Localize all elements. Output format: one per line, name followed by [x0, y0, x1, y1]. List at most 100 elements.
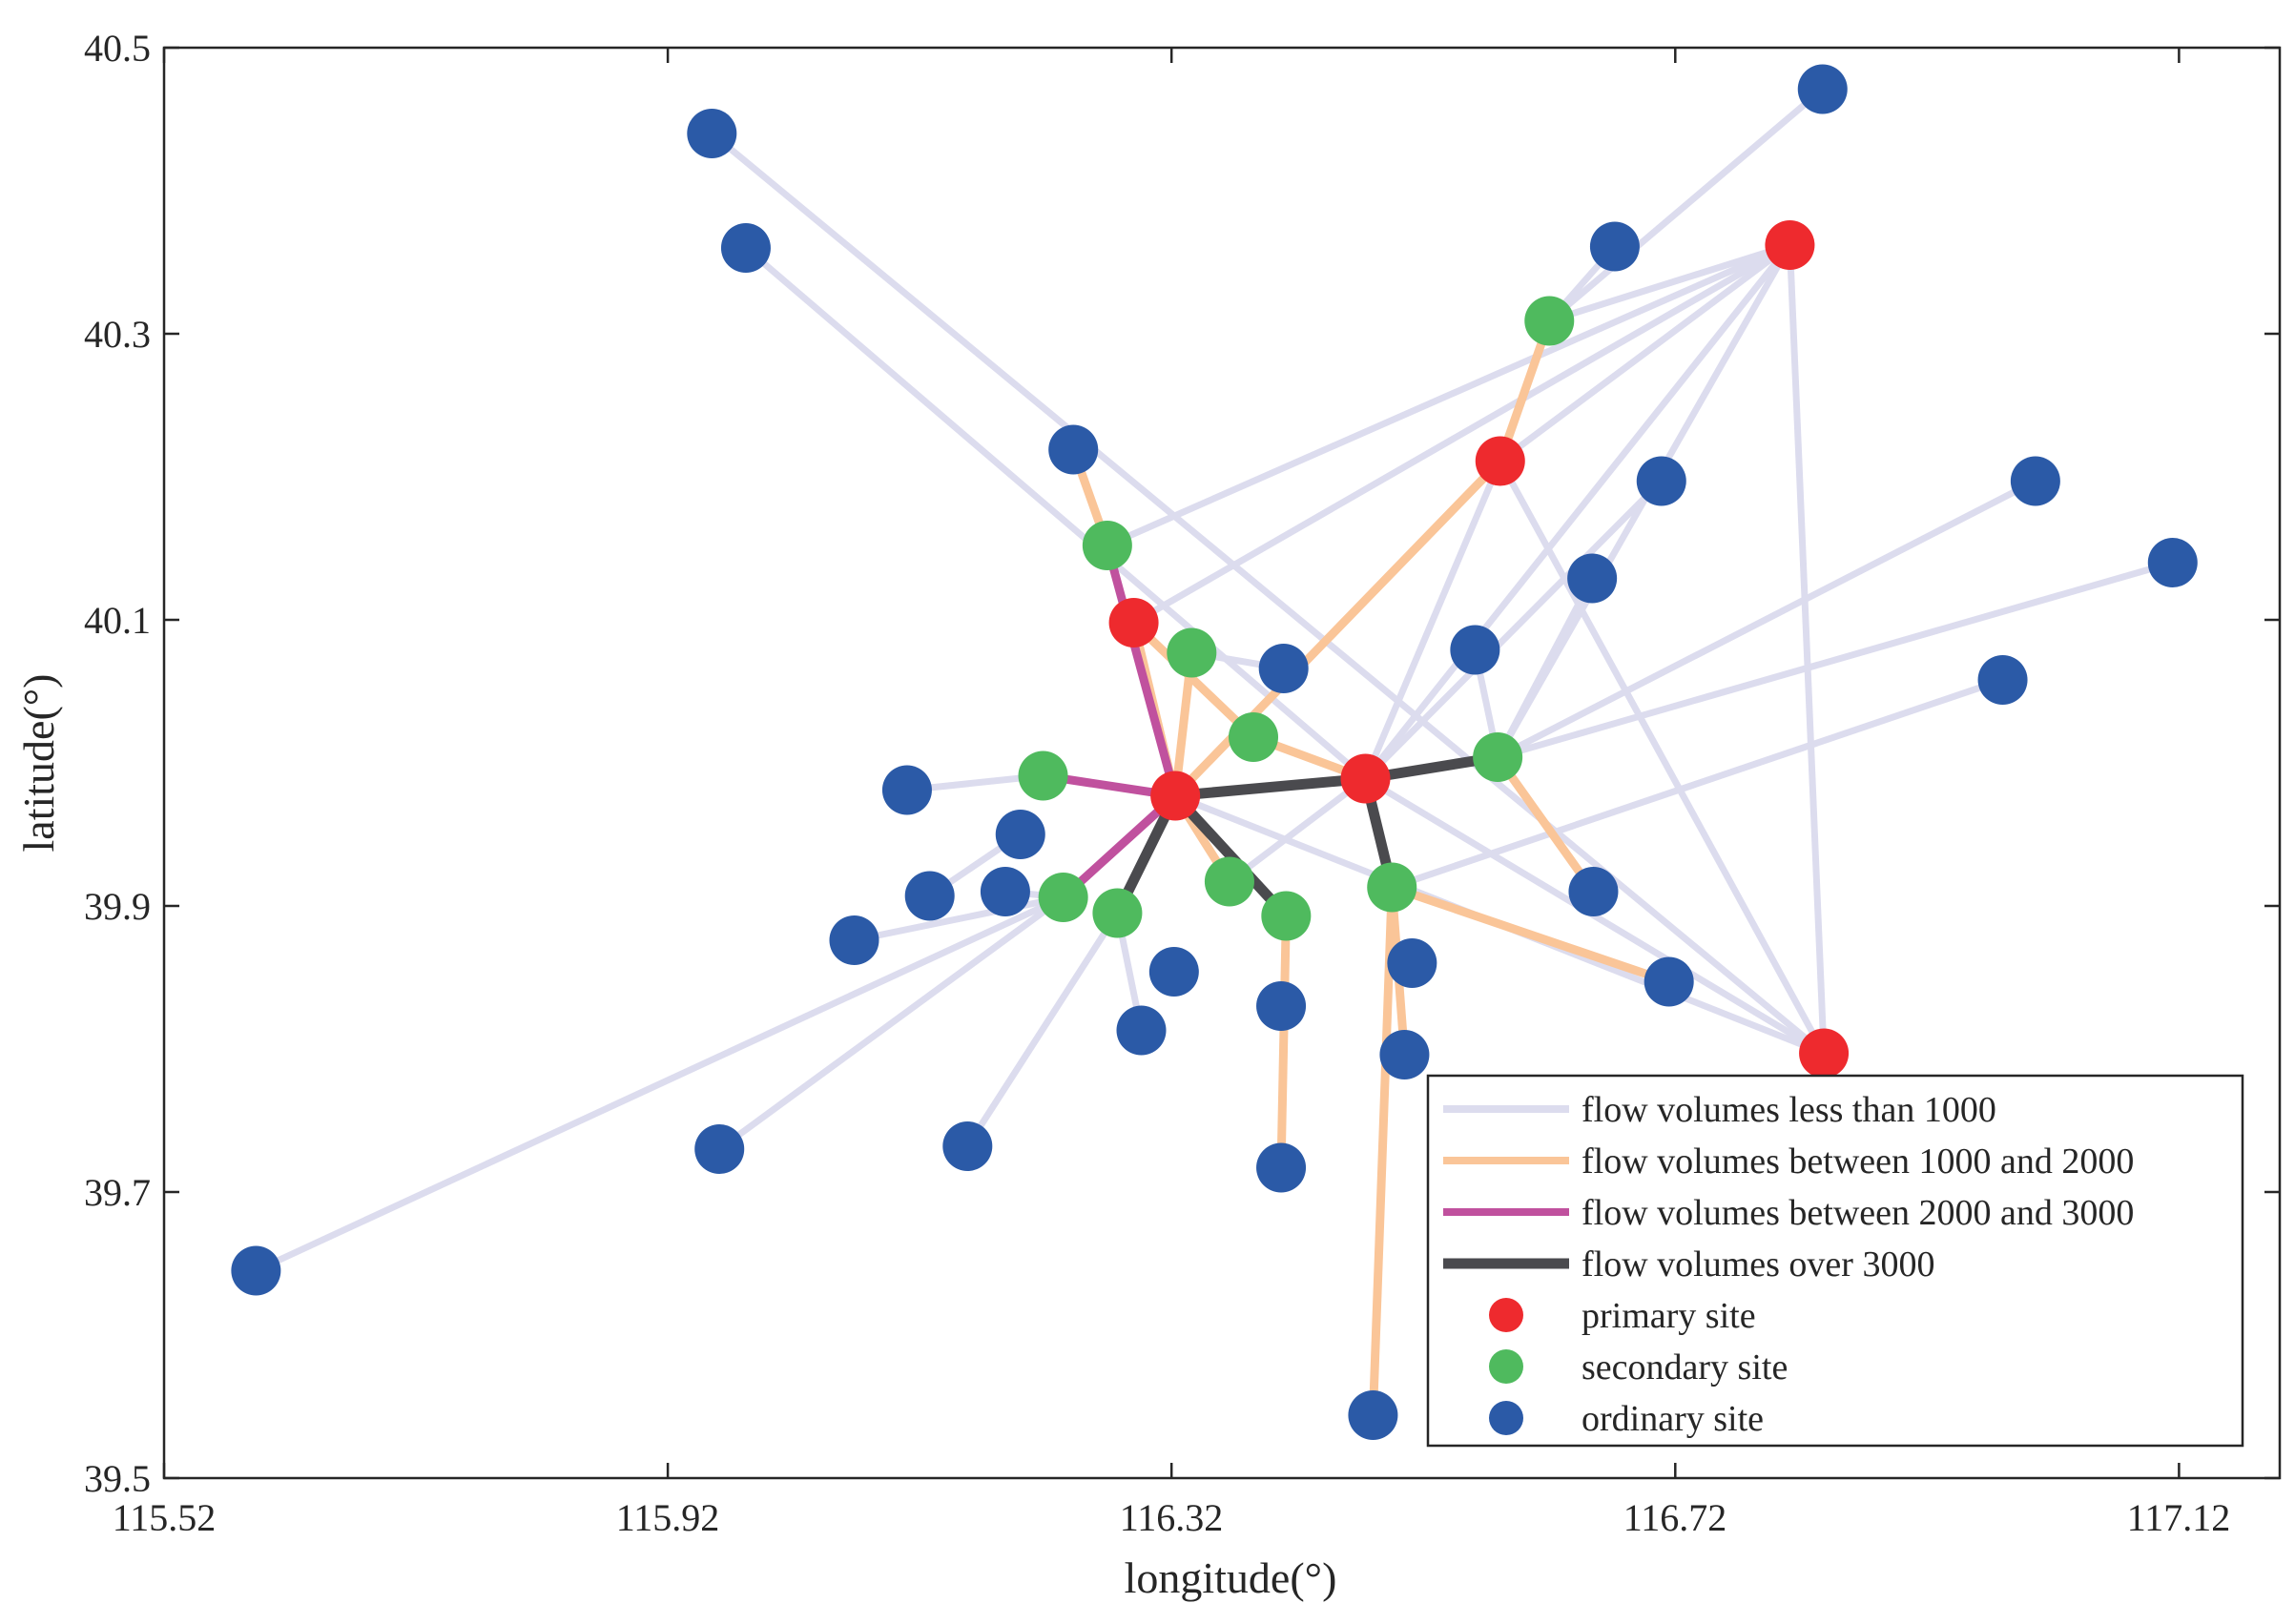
flow-link-c1: [1494, 575, 1596, 761]
legend-label: flow volumes less than 1000: [1582, 1090, 1996, 1130]
y-tick-label: 39.9: [84, 885, 151, 928]
ordinary-site: [1977, 655, 2028, 705]
plot-frame: [162, 46, 2282, 1480]
x-tick-label: 115.92: [616, 1496, 720, 1539]
sites: [231, 64, 2198, 1440]
legend: flow volumes less than 1000 flow volumes…: [1426, 1074, 2244, 1448]
x-tick-label: 115.52: [113, 1496, 217, 1539]
ordinary-site: [1348, 1390, 1398, 1440]
x-axis-label: longitude(°): [1125, 1553, 1337, 1602]
y-tick-label: 39.7: [84, 1171, 151, 1214]
x-tick-label: 116.32: [1120, 1496, 1224, 1539]
ordinary-site: [995, 810, 1045, 859]
flow-link-c1: [1362, 241, 1793, 782]
secondary-site: [1367, 862, 1417, 913]
secondary-site: [1018, 750, 1068, 801]
ordinary-site: [231, 1245, 281, 1296]
secondary-site: [1473, 732, 1523, 782]
flow-link-c1: [708, 130, 1828, 1057]
secondary-site: [1082, 521, 1132, 570]
flow-link-c3: [1103, 541, 1180, 800]
flow-link-c1: [1494, 559, 2177, 761]
flow-link-c1: [1545, 241, 1793, 324]
ordinary-site: [1589, 221, 1640, 272]
flow-link-c1: [1494, 478, 2039, 761]
ordinary-site: [1636, 456, 1686, 506]
y-tick-label: 40.1: [84, 599, 151, 642]
flow-link-c1: [1130, 241, 1793, 627]
axis-ticks: [162, 46, 2280, 1480]
ordinary-site: [1256, 1142, 1307, 1193]
flow-link-c2: [1276, 912, 1291, 1172]
legend-label: primary site: [1582, 1296, 1756, 1336]
flow-link-c3: [1059, 791, 1180, 902]
flow-link-c1: [1786, 241, 1828, 1057]
flow-link-c1: [850, 894, 1067, 944]
primary-site: [1340, 753, 1391, 804]
y-tick-label: 40.3: [84, 313, 151, 356]
ordinary-site: [1568, 867, 1619, 916]
ordinary-site: [942, 1121, 993, 1171]
flow-link-c2: [1387, 883, 1674, 986]
ordinary-site: [1048, 424, 1099, 475]
ordinary-site: [1797, 64, 1848, 114]
ordinary-site: [687, 109, 737, 158]
ordinary-site: [2147, 538, 2198, 587]
ordinary-site: [1116, 1005, 1167, 1056]
ordinary-site: [1148, 947, 1199, 997]
x-tick-label: 117.12: [2127, 1496, 2231, 1539]
flow-link-c4: [1169, 791, 1292, 921]
primary-site: [1108, 598, 1159, 648]
ordinary-site: [720, 223, 771, 273]
primary-site: [1150, 771, 1201, 821]
flow-link-c1: [1362, 458, 1504, 782]
flow-link-c1: [1497, 458, 1828, 1057]
flow-link-c2: [1493, 752, 1598, 896]
flow-link-c1: [1545, 86, 1827, 324]
tick-labels: 115.52 115.92 116.32 116.72 117.12 39.5 …: [84, 27, 2230, 1539]
legend-label: flow volumes between 1000 and 2000: [1582, 1141, 2134, 1182]
flow-link-c1: [1497, 241, 1793, 464]
flow-link-c1: [1104, 241, 1793, 549]
legend-swatch-secondary: [1489, 1349, 1523, 1384]
ordinary-site: [980, 867, 1030, 916]
flow-link-c2: [1368, 883, 1396, 1420]
ordinary-site: [1567, 553, 1618, 604]
y-tick-label: 39.5: [84, 1457, 151, 1500]
secondary-site: [1229, 712, 1279, 762]
flow-link-c1: [1226, 775, 1370, 885]
secondary-site: [1092, 888, 1143, 938]
ordinary-site: [881, 765, 932, 815]
ordinary-site: [904, 871, 955, 921]
legend-swatch-primary: [1489, 1298, 1523, 1332]
primary-site: [1765, 220, 1815, 270]
flow-link-c1: [1362, 478, 1665, 782]
flow-link-c1: [742, 244, 1370, 782]
ordinary-site: [829, 915, 879, 965]
flow-link-c1: [715, 894, 1067, 1153]
ordinary-site: [2010, 456, 2060, 506]
ordinary-site: [1256, 981, 1307, 1031]
secondary-site: [1261, 891, 1312, 941]
legend-label: ordinary site: [1582, 1399, 1764, 1439]
flow-link-c1: [252, 894, 1067, 1274]
legend-label: secondary site: [1582, 1347, 1788, 1388]
flow-link-c1: [963, 910, 1121, 1150]
ordinary-site: [694, 1124, 745, 1174]
primary-site: [1475, 436, 1525, 486]
legend-label: flow volumes between 2000 and 3000: [1582, 1193, 2134, 1233]
secondary-site: [1038, 873, 1088, 922]
ordinary-site: [1644, 956, 1694, 1007]
secondary-site: [1167, 627, 1217, 678]
x-tick-label: 116.72: [1623, 1496, 1727, 1539]
flow-link-c4: [1169, 773, 1372, 801]
legend-swatch-ordinary: [1489, 1401, 1523, 1435]
ordinary-site: [1387, 938, 1437, 988]
legend-label: flow volumes over 3000: [1582, 1244, 1934, 1285]
ordinary-site: [1450, 625, 1500, 675]
flow-link-c2: [1129, 618, 1258, 742]
secondary-site: [1524, 296, 1575, 346]
ordinary-site: [1379, 1030, 1430, 1079]
primary-site: [1799, 1028, 1850, 1079]
